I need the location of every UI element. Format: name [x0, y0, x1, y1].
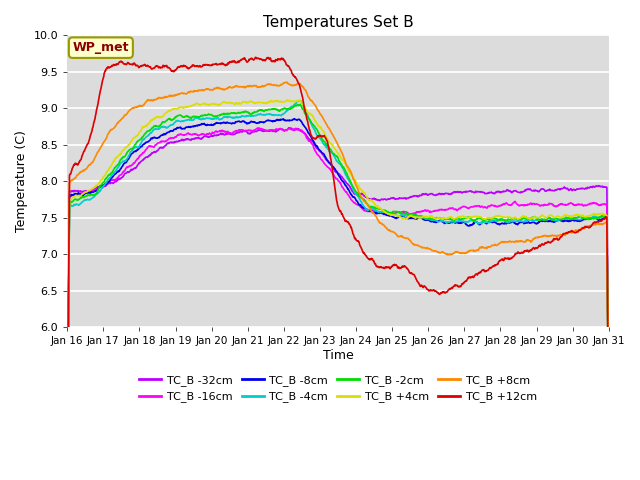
TC_B -32cm: [493, 189, 501, 194]
TC_B -16cm: [541, 202, 548, 207]
TC_B +4cm: [244, 99, 252, 105]
Title: Temperatures Set B: Temperatures Set B: [262, 15, 413, 30]
TC_B -4cm: [493, 219, 501, 225]
TC_B -16cm: [493, 204, 501, 210]
Line: TC_B +12cm: TC_B +12cm: [67, 57, 609, 470]
TC_B -4cm: [541, 217, 548, 223]
TC_B -4cm: [605, 442, 612, 447]
TC_B -4cm: [244, 113, 252, 119]
TC_B +8cm: [282, 79, 290, 85]
TC_B -8cm: [244, 120, 252, 126]
TC_B +8cm: [541, 233, 548, 239]
TC_B -16cm: [255, 125, 262, 131]
TC_B -2cm: [184, 114, 191, 120]
Line: TC_B +8cm: TC_B +8cm: [67, 82, 609, 475]
TC_B -2cm: [605, 442, 612, 448]
TC_B -8cm: [422, 217, 430, 223]
Line: TC_B -8cm: TC_B -8cm: [67, 119, 609, 480]
TC_B -32cm: [285, 125, 292, 131]
TC_B -8cm: [291, 116, 299, 122]
TC_B -32cm: [244, 131, 252, 136]
TC_B +4cm: [171, 106, 179, 112]
TC_B -8cm: [493, 221, 501, 227]
TC_B +8cm: [63, 472, 71, 478]
TC_B +4cm: [422, 214, 430, 220]
TC_B -16cm: [171, 134, 179, 140]
Line: TC_B -2cm: TC_B -2cm: [67, 104, 609, 480]
TC_B -2cm: [493, 216, 501, 222]
TC_B +12cm: [244, 59, 252, 64]
TC_B -32cm: [184, 136, 191, 142]
TC_B -2cm: [541, 217, 548, 223]
TC_B -32cm: [171, 139, 179, 145]
TC_B -16cm: [244, 127, 252, 133]
TC_B -32cm: [605, 425, 612, 431]
TC_B -8cm: [171, 126, 179, 132]
TC_B -8cm: [63, 478, 71, 480]
TC_B +4cm: [184, 104, 191, 110]
TC_B +8cm: [422, 245, 430, 251]
TC_B +12cm: [422, 285, 430, 291]
TC_B +4cm: [284, 97, 291, 103]
TC_B +8cm: [493, 242, 501, 248]
TC_B +8cm: [605, 445, 612, 451]
TC_B +4cm: [63, 479, 71, 480]
TC_B +4cm: [541, 214, 548, 220]
TC_B +12cm: [63, 468, 71, 473]
TC_B -8cm: [605, 442, 612, 448]
TC_B +8cm: [171, 93, 179, 98]
TC_B -2cm: [422, 215, 430, 221]
Line: TC_B -16cm: TC_B -16cm: [67, 128, 609, 480]
TC_B -4cm: [422, 216, 430, 222]
TC_B -32cm: [541, 188, 548, 193]
TC_B -8cm: [541, 218, 548, 224]
TC_B -4cm: [184, 117, 191, 122]
TC_B -16cm: [184, 131, 191, 136]
TC_B +12cm: [605, 442, 612, 448]
TC_B -2cm: [244, 109, 252, 115]
Text: WP_met: WP_met: [72, 41, 129, 54]
Line: TC_B +4cm: TC_B +4cm: [67, 100, 609, 480]
X-axis label: Time: Time: [323, 349, 353, 362]
TC_B -8cm: [184, 124, 191, 130]
TC_B -16cm: [422, 208, 430, 214]
TC_B -32cm: [63, 475, 71, 480]
Y-axis label: Temperature (C): Temperature (C): [15, 130, 28, 232]
Line: TC_B -4cm: TC_B -4cm: [67, 101, 609, 480]
TC_B +4cm: [493, 214, 501, 219]
TC_B +8cm: [244, 84, 252, 89]
TC_B -4cm: [171, 120, 179, 126]
TC_B +8cm: [184, 90, 191, 96]
Legend: TC_B -32cm, TC_B -16cm, TC_B -8cm, TC_B -4cm, TC_B -2cm, TC_B +4cm, TC_B +8cm, T: TC_B -32cm, TC_B -16cm, TC_B -8cm, TC_B …: [135, 371, 541, 407]
TC_B -16cm: [605, 435, 612, 441]
TC_B +12cm: [184, 65, 191, 71]
TC_B +4cm: [605, 442, 612, 447]
TC_B -16cm: [63, 477, 71, 480]
TC_B -2cm: [296, 101, 304, 107]
TC_B +12cm: [541, 240, 548, 246]
TC_B +12cm: [171, 68, 179, 74]
TC_B -4cm: [296, 98, 303, 104]
TC_B +12cm: [493, 262, 501, 267]
Line: TC_B -32cm: TC_B -32cm: [67, 128, 609, 478]
TC_B +12cm: [252, 54, 260, 60]
TC_B -2cm: [171, 116, 179, 121]
TC_B -32cm: [422, 191, 430, 197]
